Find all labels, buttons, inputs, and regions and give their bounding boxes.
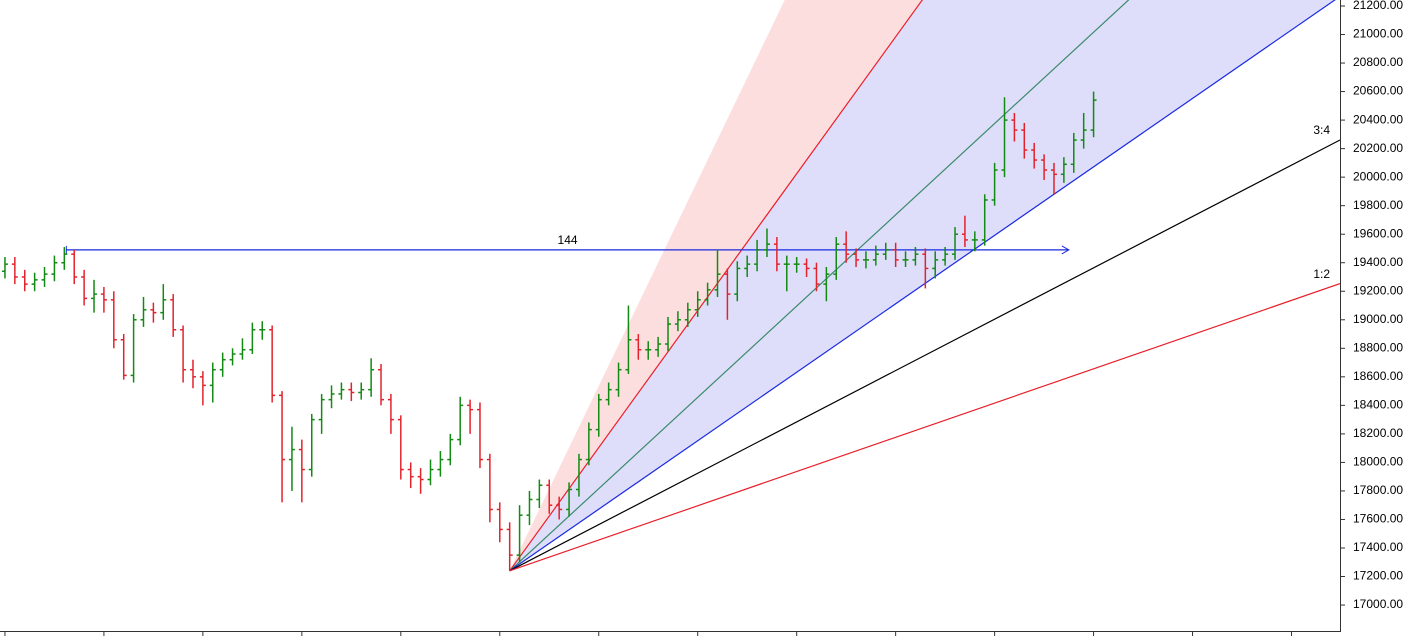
- y-tick-label: 21200.00: [1353, 0, 1403, 12]
- y-tick-label: 19800.00: [1353, 198, 1403, 212]
- fan-line: [509, 0, 1130, 572]
- y-tick-label: 21000.00: [1353, 27, 1403, 41]
- y-tick-label: 18400.00: [1353, 398, 1403, 412]
- y-tick-label: 19600.00: [1353, 226, 1403, 240]
- y-tick-label: 19200.00: [1353, 283, 1403, 297]
- fan-label: 3:4: [1313, 123, 1330, 137]
- y-tick-label: 20600.00: [1353, 84, 1403, 98]
- y-tick-label: 17000.00: [1353, 597, 1403, 611]
- y-tick-label: 20200.00: [1353, 141, 1403, 155]
- y-tick-label: 17200.00: [1353, 569, 1403, 583]
- plot-area: 144: [1, 0, 1340, 572]
- y-tick-label: 19400.00: [1353, 255, 1403, 269]
- fan-line: [509, 283, 1340, 572]
- fan-label: 1:2: [1313, 267, 1330, 281]
- measure-arrow: [1061, 245, 1070, 255]
- y-tick-label: 18000.00: [1353, 455, 1403, 469]
- y-tick-label: 17600.00: [1353, 512, 1403, 526]
- y-tick-label: 18200.00: [1353, 426, 1403, 440]
- y-tick-label: 18600.00: [1353, 369, 1403, 383]
- y-tick-label: 20400.00: [1353, 112, 1403, 126]
- y-tick-label: 17800.00: [1353, 483, 1403, 497]
- y-tick-label: 20800.00: [1353, 55, 1403, 69]
- y-tick-label: 18800.00: [1353, 340, 1403, 354]
- y-tick-label: 19000.00: [1353, 312, 1403, 326]
- y-tick-label: 20000.00: [1353, 169, 1403, 183]
- y-tick-label: 17400.00: [1353, 540, 1403, 554]
- fan-line: [509, 0, 923, 572]
- measure-label: 144: [558, 233, 578, 247]
- fan-line: [509, 139, 1340, 572]
